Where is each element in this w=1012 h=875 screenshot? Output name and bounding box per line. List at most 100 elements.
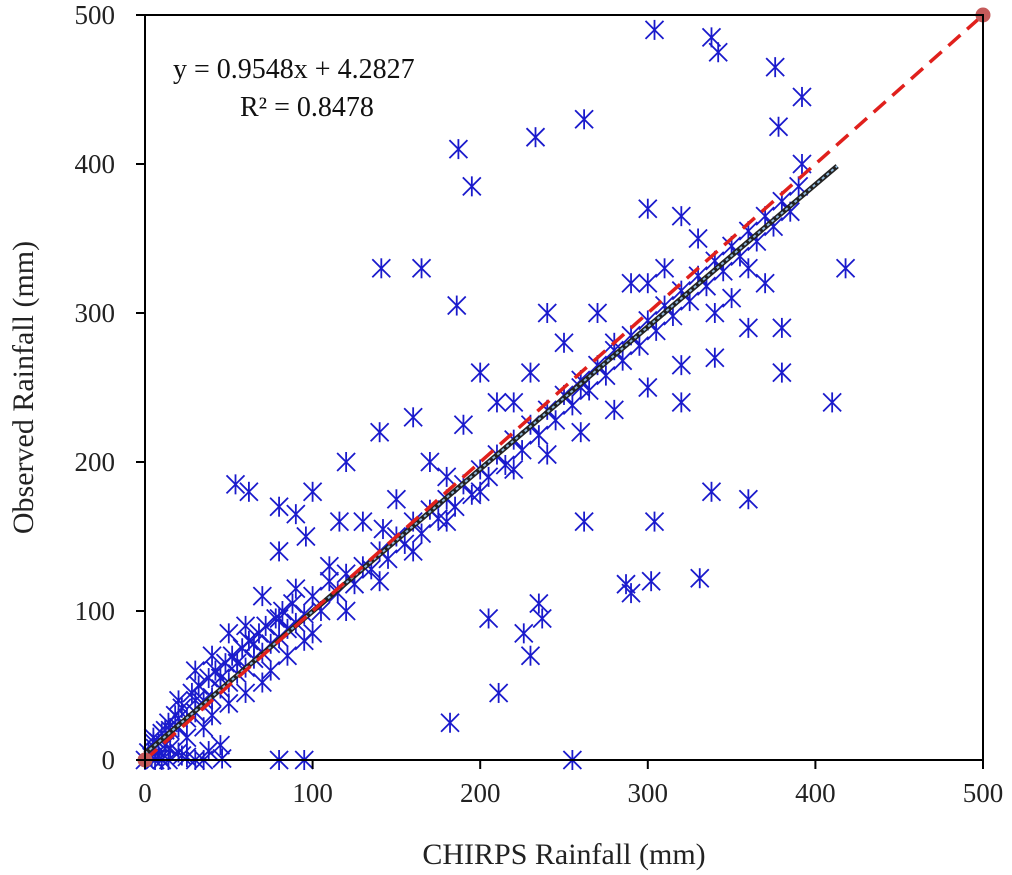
data-point [172,745,192,766]
data-point [478,608,499,629]
y-tick-label: 0 [102,745,116,775]
data-point [765,57,785,78]
data-point [437,511,457,532]
x-tick-label: 300 [628,778,669,808]
data-point [470,481,490,502]
data-point [319,556,339,577]
data-point [574,511,594,532]
data-point [529,593,549,614]
y-tick-label: 400 [75,149,116,179]
data-point [512,440,532,461]
x-tick-label: 500 [963,778,1004,808]
data-point [235,615,256,636]
data-point [654,258,675,279]
data-point [772,317,792,338]
data-point [738,258,758,279]
data-point [235,682,256,703]
axis-ticks: 0 100 200 300 400 500 0 100 200 300 400 500 [75,0,1004,808]
data-point [504,392,524,413]
data-point [537,303,557,323]
data-point [644,511,665,532]
data-point [638,198,658,219]
data-point [371,258,391,279]
x-axis-title: CHIRPS Rainfall (mm) [422,838,705,871]
data-point [188,675,209,696]
data-point [537,444,557,465]
data-point [721,288,742,309]
data-point [225,474,246,495]
data-point [302,481,323,502]
data-point [296,526,316,547]
data-point [199,741,219,762]
data-point [194,717,214,738]
data-point [336,452,356,472]
x-tick-label: 100 [292,778,333,808]
data-point [587,303,608,323]
data-point [286,504,306,525]
data-point [386,489,407,510]
data-point [269,608,289,629]
data-point [212,748,232,769]
data-point [261,660,281,681]
data-point [256,615,276,636]
data-point [282,593,303,614]
data-point [353,511,373,532]
data-point [329,511,350,532]
regression-equation: y = 0.9548x + 4.2827 [173,54,415,85]
data-point [638,377,658,398]
data-point [738,489,758,510]
data-point [671,206,691,227]
y-tick-label: 300 [75,298,116,328]
data-point [529,425,549,446]
data-point [638,273,658,294]
y-axis-title: Observed Rainfall (mm) [7,241,40,534]
fit-lines [137,7,991,768]
data-point [239,481,259,502]
x-tick-label: 400 [795,778,836,808]
data-point [185,660,205,681]
data-point [269,496,289,517]
data-point [447,295,467,316]
data-point [448,139,469,160]
data-point [202,645,222,666]
x-tick-label: 0 [138,778,152,808]
data-points [135,19,856,770]
x-tick-label: 200 [460,778,501,808]
data-point [277,645,298,666]
data-point [705,303,725,323]
data-point [269,541,289,562]
data-point [373,519,393,540]
data-point [772,362,792,383]
data-point [202,705,222,726]
data-point [708,42,728,63]
data-point [644,19,665,40]
data-point [219,693,239,714]
data-point [462,176,482,197]
data-point [641,571,661,592]
data-point [571,422,591,443]
y-tick-label: 200 [75,447,116,477]
data-point [437,466,457,487]
data-point [370,422,390,443]
data-point [671,355,691,376]
data-point [621,273,641,294]
data-point [487,392,507,413]
data-point [370,571,390,592]
data-point [554,332,574,353]
data-point [525,127,546,148]
data-point [705,347,725,368]
data-point [822,392,842,413]
data-point [768,116,789,137]
data-point [440,712,460,733]
data-point [671,392,691,413]
r-squared-label: R² = 0.8478 [240,92,374,123]
data-point [835,258,856,279]
data-point [738,317,758,338]
data-point [411,523,432,544]
data-point [562,395,583,416]
data-point [488,682,509,703]
data-point [470,362,490,383]
data-point [545,410,566,431]
